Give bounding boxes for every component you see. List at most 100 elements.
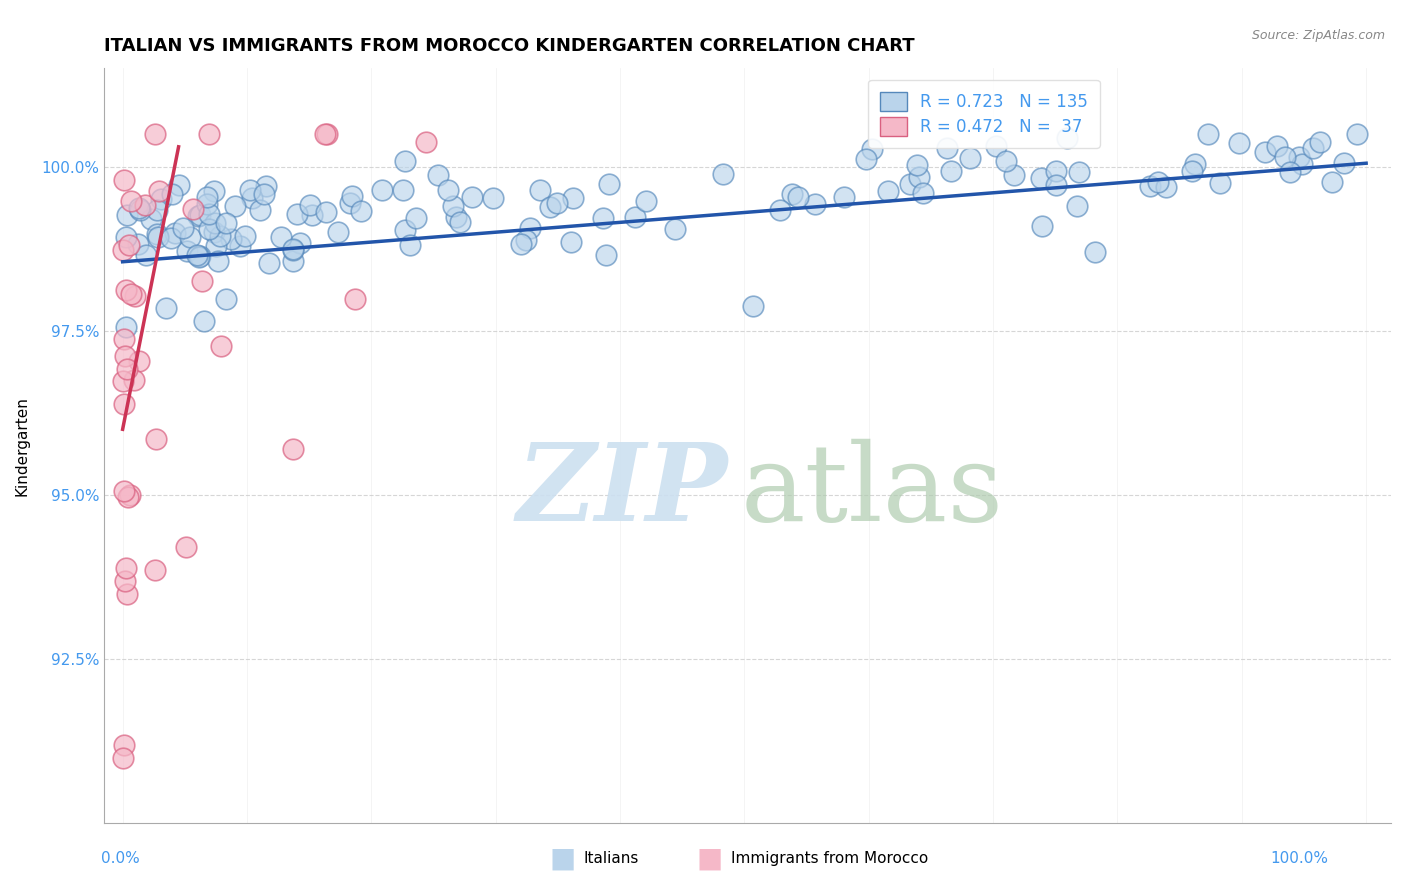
Point	[111, 243, 134, 257]
Point	[394, 222, 416, 236]
Point	[905, 158, 928, 172]
Point	[391, 183, 413, 197]
Point	[1197, 127, 1219, 141]
Point	[281, 242, 304, 256]
Point	[114, 574, 136, 588]
Point	[193, 314, 215, 328]
Point	[786, 190, 808, 204]
Text: ■: ■	[550, 844, 575, 872]
Point	[128, 354, 150, 368]
Point	[326, 225, 349, 239]
Point	[188, 249, 211, 263]
Point	[444, 211, 467, 225]
Point	[339, 196, 361, 211]
Point	[561, 191, 583, 205]
Point	[441, 199, 464, 213]
Point	[179, 229, 201, 244]
Text: Immigrants from Morocco: Immigrants from Morocco	[731, 851, 928, 865]
Point	[118, 488, 141, 502]
Point	[314, 127, 336, 141]
Point	[181, 202, 204, 217]
Point	[510, 236, 533, 251]
Point	[115, 208, 138, 222]
Point	[1302, 141, 1324, 155]
Point	[285, 207, 308, 221]
Point	[780, 186, 803, 201]
Point	[1322, 175, 1344, 189]
Point	[1279, 164, 1302, 178]
Point	[1291, 156, 1313, 170]
Text: Source: ZipAtlas.com: Source: ZipAtlas.com	[1251, 29, 1385, 42]
Point	[1139, 178, 1161, 193]
Point	[253, 186, 276, 201]
Point	[122, 373, 145, 387]
Point	[174, 541, 197, 555]
Point	[115, 586, 138, 600]
Point	[127, 237, 149, 252]
Point	[1154, 179, 1177, 194]
Point	[146, 227, 169, 242]
Legend: R = 0.723   N = 135, R = 0.472   N =  37: R = 0.723 N = 135, R = 0.472 N = 37	[869, 80, 1099, 148]
Point	[349, 203, 371, 218]
Point	[529, 183, 551, 197]
Point	[1288, 150, 1310, 164]
Point	[235, 228, 257, 243]
Point	[209, 229, 232, 244]
Point	[219, 232, 242, 246]
Point	[128, 202, 150, 217]
Point	[939, 164, 962, 178]
Point	[994, 153, 1017, 168]
Point	[150, 192, 173, 206]
Point	[907, 169, 929, 184]
Point	[143, 127, 166, 141]
Point	[301, 208, 323, 222]
Text: Italians: Italians	[583, 851, 638, 865]
Text: ITALIAN VS IMMIGRANTS FROM MOROCCO KINDERGARTEN CORRELATION CHART: ITALIAN VS IMMIGRANTS FROM MOROCCO KINDE…	[104, 37, 914, 55]
Point	[405, 211, 427, 225]
Point	[141, 212, 163, 227]
Point	[190, 274, 212, 288]
Point	[215, 292, 238, 306]
Point	[664, 221, 686, 235]
Point	[1056, 131, 1078, 145]
Point	[449, 214, 471, 228]
Point	[270, 229, 292, 244]
Point	[959, 151, 981, 165]
Point	[112, 332, 135, 346]
Point	[159, 231, 181, 245]
Point	[228, 239, 250, 253]
Point	[160, 186, 183, 201]
Point	[115, 361, 138, 376]
Point	[186, 248, 208, 262]
Point	[146, 203, 169, 218]
Point	[804, 196, 827, 211]
Point	[112, 738, 135, 752]
Y-axis label: Kindergarten: Kindergarten	[15, 396, 30, 496]
Point	[1333, 156, 1355, 170]
Point	[1181, 164, 1204, 178]
Point	[112, 374, 135, 388]
Point	[224, 199, 246, 213]
Point	[1002, 168, 1025, 182]
Point	[855, 152, 877, 166]
Point	[112, 397, 135, 411]
Point	[148, 230, 170, 244]
Point	[935, 141, 957, 155]
Point	[1265, 139, 1288, 153]
Text: atlas: atlas	[741, 439, 1004, 544]
Point	[254, 178, 277, 193]
Point	[546, 195, 568, 210]
Point	[624, 211, 647, 225]
Point	[1084, 244, 1107, 259]
Text: 0.0%: 0.0%	[101, 851, 141, 865]
Point	[592, 211, 614, 225]
Text: ZIP: ZIP	[517, 438, 728, 544]
Point	[415, 135, 437, 149]
Point	[283, 244, 305, 258]
Point	[115, 230, 138, 244]
Point	[394, 154, 416, 169]
Point	[204, 216, 226, 230]
Point	[538, 201, 561, 215]
Point	[198, 207, 221, 221]
Point	[114, 561, 136, 575]
